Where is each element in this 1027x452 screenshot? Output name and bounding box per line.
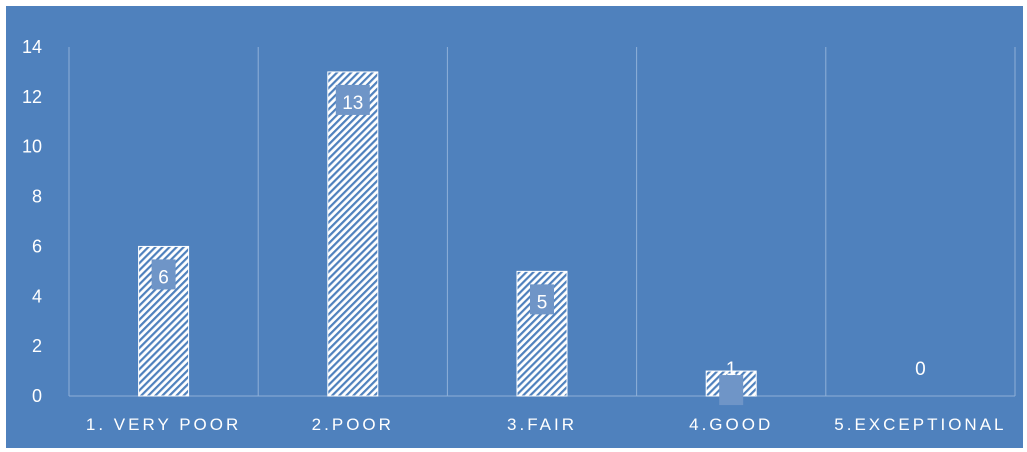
data-label: 1 xyxy=(726,359,737,380)
data-label: 6 xyxy=(158,267,169,288)
bar xyxy=(327,71,379,397)
x-tick-label: 5.EXCEPTIONAL xyxy=(834,415,1006,434)
data-label-box xyxy=(530,284,554,315)
y-tick-label: 4 xyxy=(32,286,42,306)
y-tick-label: 0 xyxy=(32,386,42,406)
y-tick-label: 10 xyxy=(22,137,42,157)
y-tick-label: 8 xyxy=(32,187,42,207)
y-tick-label: 2 xyxy=(32,336,42,356)
x-tick-label: 1. VERY POOR xyxy=(86,415,241,434)
data-label: 0 xyxy=(915,359,926,380)
x-tick-label: 4.GOOD xyxy=(689,415,773,434)
data-label-box xyxy=(151,259,176,290)
chart-frame: 0 2 4 6 8 10 12 14 1. VERY POOR 2.POOR 3.FAIR 4.GOO… xyxy=(6,6,1023,448)
data-label-box xyxy=(719,375,744,406)
data-label-box xyxy=(335,84,370,115)
y-tick-label: 14 xyxy=(22,37,42,57)
y-tick-label: 12 xyxy=(22,87,42,107)
data-label: 13 xyxy=(342,93,363,114)
data-label: 5 xyxy=(537,292,548,313)
x-tick-label: 3.FAIR xyxy=(507,415,577,434)
x-tick-label: 2.POOR xyxy=(312,415,394,434)
y-tick-label: 6 xyxy=(32,236,42,256)
